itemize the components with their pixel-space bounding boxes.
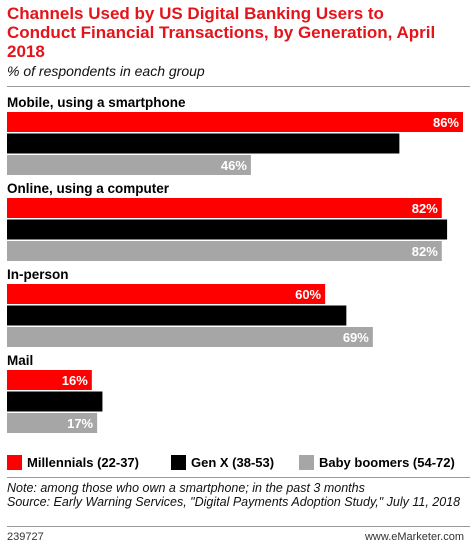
legend: Millennials (22-37) Gen X (38-53) Baby b…: [7, 452, 470, 472]
bar-online-using-a-computer-gen-x-38-53: [7, 219, 448, 240]
category-label-mobile-using-a-smartphone: Mobile, using a smartphone: [7, 95, 186, 110]
bar-online-using-a-computer-millennials-22-37: [7, 198, 442, 218]
legend-label-baby-boomers: Baby boomers (54-72): [319, 454, 455, 470]
source-text: Source: Early Warning Services, "Digital…: [7, 495, 461, 509]
legend-label-millennials: Millennials (22-37): [27, 454, 139, 470]
legend-swatch-millennials: [7, 454, 22, 470]
data-label-mobile-using-a-smartphone-baby-boomers-54-72: 46%: [221, 158, 247, 173]
category-label-online-using-a-computer: Online, using a computer: [7, 181, 170, 196]
bar-mobile-using-a-smartphone-baby-boomers-54-72: [7, 155, 251, 175]
legend-item-millennials: Millennials (22-37): [7, 452, 139, 472]
footnote: Note: among those who own a smartphone; …: [7, 481, 462, 509]
legend-divider: [7, 477, 470, 478]
data-label-online-using-a-computer-gen-x-38-53: 83%: [417, 223, 443, 238]
data-label-mobile-using-a-smartphone-gen-x-38-53: 74%: [369, 137, 395, 152]
bar-in-person-millennials-22-37: [7, 284, 326, 304]
category-label-in-person: In-person: [7, 267, 69, 282]
legend-item-baby-boomers: Baby boomers (54-72): [299, 452, 455, 472]
bar-mail-baby-boomers-54-72: [7, 413, 98, 433]
data-label-online-using-a-computer-millennials-22-37: 82%: [412, 201, 438, 216]
footer-divider: [7, 526, 470, 527]
legend-swatch-gen-x: [171, 454, 186, 470]
brand-link[interactable]: www.eMarketer.com: [364, 531, 464, 543]
legend-swatch-baby-boomers: [299, 454, 314, 470]
data-label-in-person-gen-x-38-53: 64%: [316, 309, 342, 324]
chart-subtitle: % of respondents in each group: [7, 63, 205, 79]
note-text: Note: among those who own a smartphone; …: [7, 481, 365, 495]
bar-chart: Mobile, using a smartphone 86% 74% 46% Onlin…: [7, 95, 463, 433]
bar-in-person-gen-x-38-53: [7, 305, 347, 326]
legend-item-gen-x: Gen X (38-53): [171, 452, 274, 472]
data-label-mail-gen-x-38-53: 18%: [72, 395, 98, 410]
bar-mobile-using-a-smartphone-millennials-22-37: [7, 112, 463, 132]
legend-label-gen-x: Gen X (38-53): [191, 454, 275, 470]
bar-mail-gen-x-38-53: [7, 391, 103, 412]
bar-in-person-baby-boomers-54-72: [7, 327, 373, 347]
bar-online-using-a-computer-baby-boomers-54-72: [7, 241, 442, 261]
data-label-mail-millennials-22-37: 16%: [62, 373, 88, 388]
chart-title: Channels Used by US Digital Banking User…: [7, 4, 436, 61]
category-label-mail: Mail: [7, 353, 33, 368]
bar-mail-millennials-22-37: [7, 370, 92, 390]
data-label-mobile-using-a-smartphone-millennials-22-37: 86%: [433, 115, 459, 130]
bar-mobile-using-a-smartphone-gen-x-38-53: [7, 133, 400, 154]
chart-id: 239727: [7, 531, 44, 543]
data-label-in-person-baby-boomers-54-72: 69%: [343, 330, 369, 345]
top-divider: [7, 86, 470, 87]
data-label-online-using-a-computer-baby-boomers-54-72: 82%: [412, 244, 438, 259]
footer: 239727 www.eMarketer.com: [0, 528, 470, 549]
data-label-in-person-millennials-22-37: 60%: [295, 287, 321, 302]
data-label-mail-baby-boomers-54-72: 17%: [67, 416, 93, 431]
